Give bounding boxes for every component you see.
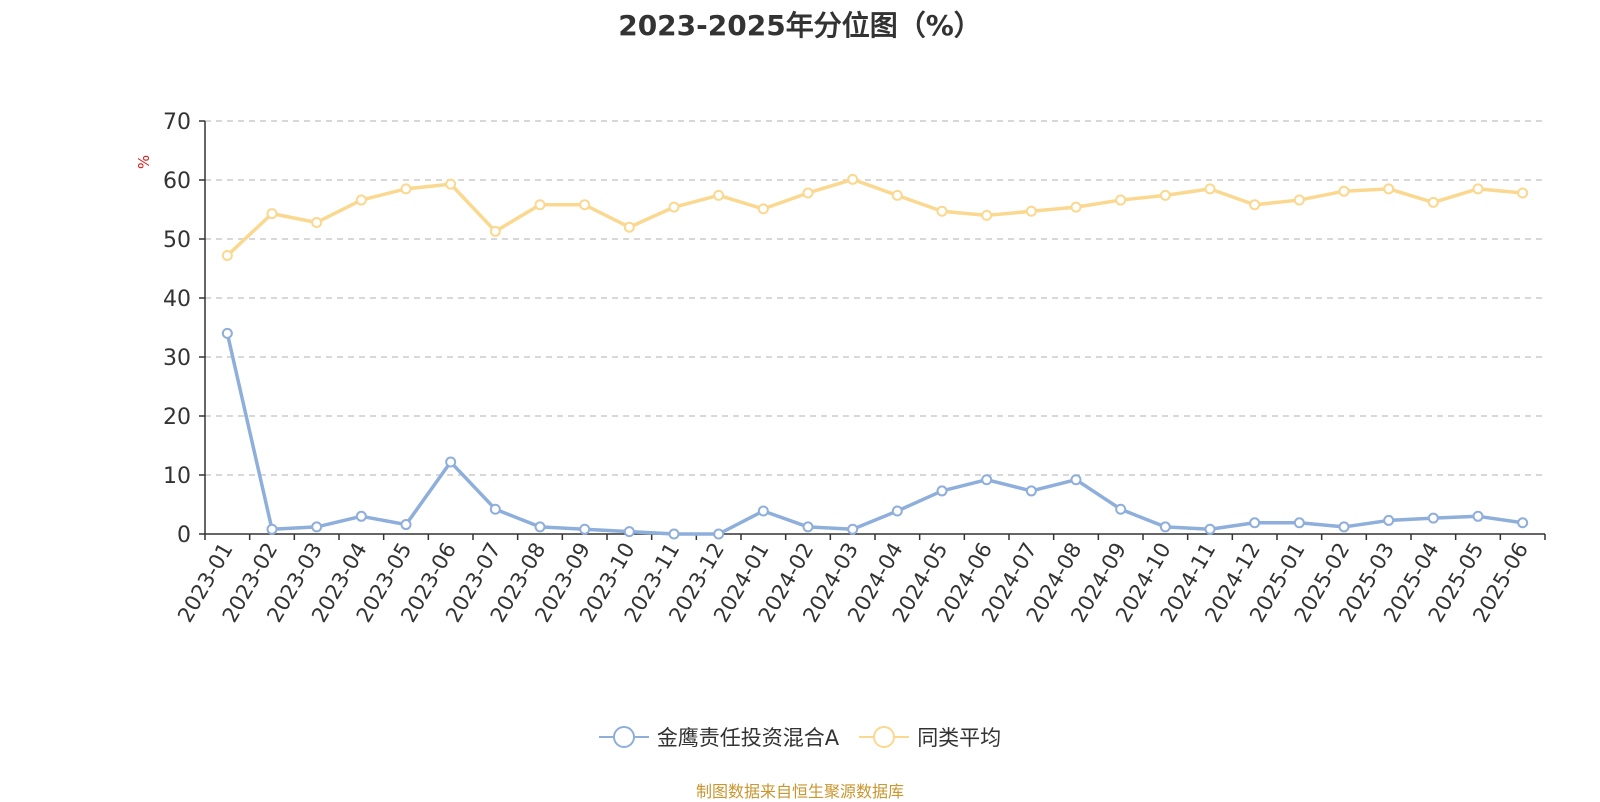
y-tick-label: 10 [163,464,191,489]
data-point [757,505,769,517]
data-point [1472,183,1484,195]
grid-lines [205,120,1545,476]
y-tick-label: 30 [163,346,191,371]
data-point [1517,187,1529,199]
data-point [534,521,546,533]
data-point [534,199,546,211]
data-point [936,485,948,497]
data-point [1115,503,1127,515]
data-point [847,173,859,185]
y-axis-label: % [135,155,153,169]
data-point [1115,194,1127,206]
data-point [1159,189,1171,201]
data-point [981,209,993,221]
y-tick-label: 0 [177,523,191,548]
data-point [579,199,591,211]
data-point [802,187,814,199]
data-point [311,216,323,228]
data-point [445,456,457,468]
data-point [1025,205,1037,217]
data-point [1204,183,1216,195]
data-point [1159,521,1171,533]
data-point [1249,517,1261,529]
y-tick-label: 70 [163,110,191,135]
data-point [1472,510,1484,522]
data-point [668,528,680,540]
data-point [266,208,278,220]
data-point [1204,523,1216,535]
data-point [713,528,725,540]
data-point [1293,194,1305,206]
data-point [757,203,769,215]
data-point [355,510,367,522]
data-point [623,221,635,233]
data-point [713,189,725,201]
series [221,173,1529,540]
data-point [981,474,993,486]
data-point [221,327,233,339]
data-point [668,201,680,213]
data-point [847,523,859,535]
series-line-0 [225,333,1523,536]
source-note: 制图数据来自恒生聚源数据库 [695,782,904,801]
data-point [1070,474,1082,486]
legend-item-1[interactable]: 同类平均 [859,722,1001,752]
data-point [936,205,948,217]
series-line-1 [226,177,1523,257]
data-point [400,519,412,531]
data-point [1383,514,1395,526]
data-point [1338,521,1350,533]
legend-marker [859,726,910,748]
data-point [445,178,457,190]
data-point [1249,199,1261,211]
data-point [623,526,635,538]
legend-marker [598,726,649,748]
data-point [1517,517,1529,529]
data-point [489,225,501,237]
data-point [489,503,501,515]
data-point [400,183,412,195]
data-point [1427,512,1439,524]
y-tick-label: 20 [163,405,191,430]
y-tick-label: 40 [163,287,191,312]
data-point [891,189,903,201]
data-point [1070,201,1082,213]
data-point [1025,485,1037,497]
data-point [266,523,278,535]
data-point [1383,183,1395,195]
legend: 金鹰责任投资混合A 同类平均 [0,722,1600,754]
axes: 010203040506070%2023-012023-022023-03202… [135,110,1546,626]
data-point [891,505,903,517]
legend-label: 同类平均 [917,726,1002,750]
data-point [579,523,591,535]
data-point [1427,196,1439,208]
data-point [1293,517,1305,529]
legend-item-0[interactable]: 金鹰责任投资混合A [598,722,840,752]
data-point [355,194,367,206]
chart-title: 2023-2025年分位图（%） [618,9,982,42]
data-point [1338,185,1350,197]
data-point [311,521,323,533]
y-tick-label: 60 [163,169,191,194]
data-point [802,521,814,533]
data-point [221,250,233,262]
legend-label: 金鹰责任投资混合A [656,726,840,750]
y-tick-label: 50 [163,228,191,253]
